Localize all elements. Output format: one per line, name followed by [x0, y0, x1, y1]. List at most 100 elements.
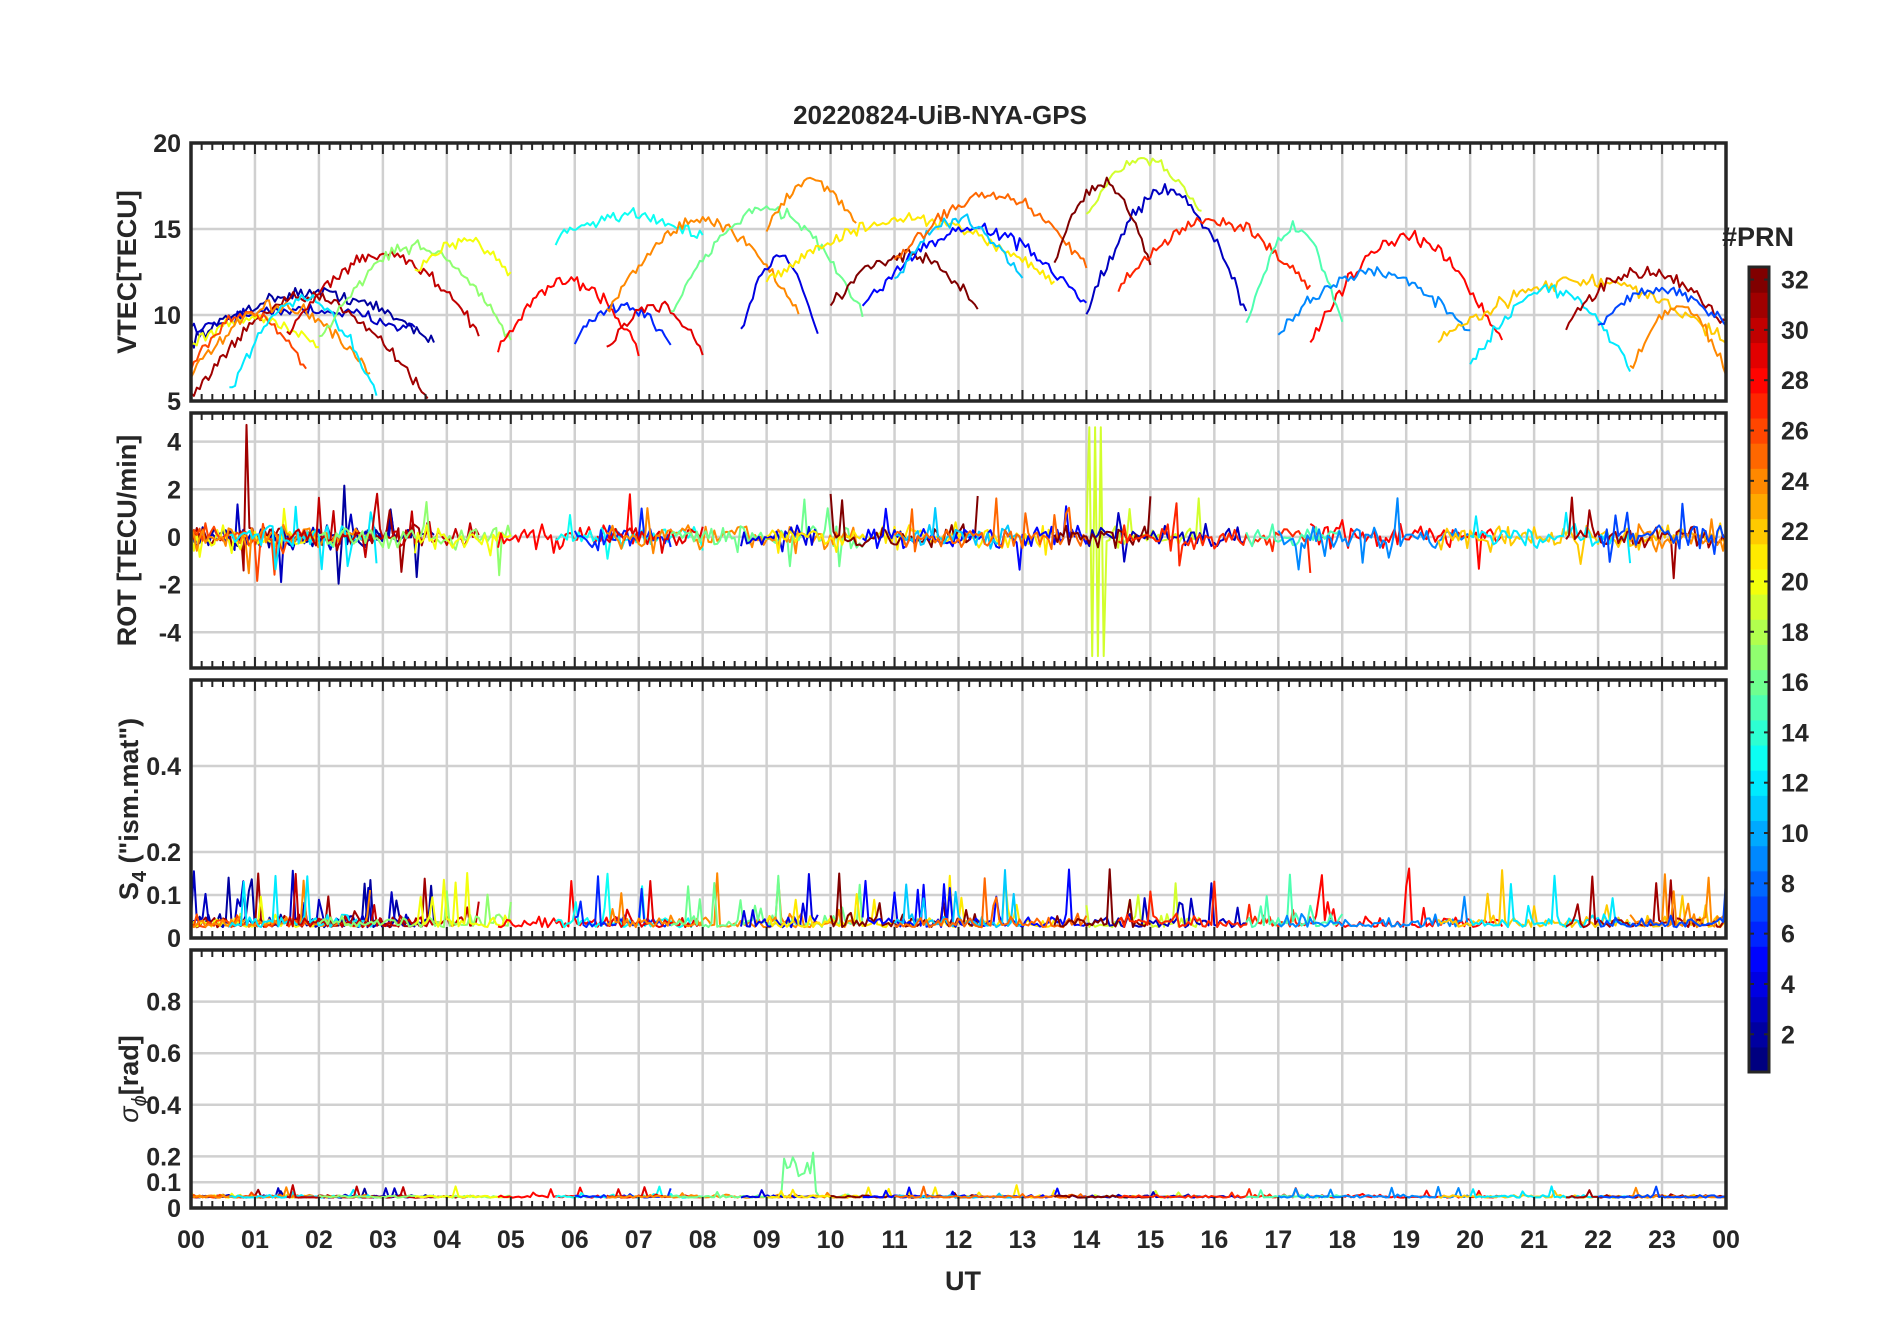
- y-axis-label: ROT [TECU/min]: [112, 435, 142, 646]
- x-tick-label: 14: [1073, 1226, 1101, 1254]
- colorbar-segment: [1749, 443, 1769, 469]
- x-tick-label: 19: [1392, 1226, 1420, 1254]
- series-line-prn-17: [318, 239, 512, 341]
- x-tick-label: 00: [177, 1226, 205, 1254]
- series-line-prn-25: [894, 877, 1088, 929]
- y-label-main: S: [114, 882, 144, 900]
- series-line-prn-19: [1085, 157, 1202, 215]
- series-line-prn-19: [1085, 882, 1203, 929]
- colorbar-segment: [1749, 594, 1769, 620]
- colorbar-tick-label: 14: [1781, 719, 1809, 747]
- series-line-prn-22: [1437, 869, 1726, 929]
- colorbar-segment: [1749, 669, 1769, 696]
- colorbar-segment: [1749, 770, 1769, 796]
- y-tick-label: 0.4: [146, 753, 181, 781]
- x-tick-label: 05: [497, 1226, 525, 1254]
- x-tick-label: 00: [1712, 1226, 1740, 1254]
- x-tick-label: 22: [1584, 1226, 1612, 1254]
- series-line-prn-16: [670, 498, 864, 568]
- minor-ticks: [190, 950, 1727, 1208]
- colorbar-segment: [1749, 1046, 1769, 1073]
- series-line-prn-20: [414, 872, 512, 928]
- x-tick-label: 15: [1136, 1226, 1164, 1254]
- colorbar-segment: [1749, 317, 1769, 344]
- series-line-prn-12: [1469, 511, 1632, 564]
- series-line-prn-15: [1245, 873, 1344, 929]
- colorbar-segment: [1749, 845, 1769, 872]
- colorbar-label: #PRN: [1722, 222, 1794, 252]
- series-line-prn-24: [765, 176, 857, 232]
- y-tick-label: 4: [167, 429, 181, 457]
- colorbar-tick-label: 32: [1781, 267, 1809, 295]
- colorbar-tick-label: 12: [1781, 770, 1809, 798]
- y-tick-label: 0.2: [146, 839, 181, 867]
- x-tick-labels: 00 01 02 03 04 05 06 07 08 09 10 11 12 13 14 15 16 17 18 19…: [177, 1226, 1740, 1254]
- series-line-prn-28: [1309, 229, 1504, 344]
- x-tick-label: 12: [945, 1226, 973, 1254]
- panel-rot: -4 -2 0 2 4 ROT [TECU/min]: [112, 411, 1728, 670]
- colorbar-segment: [1749, 543, 1769, 570]
- colorbar-segment: [1749, 493, 1769, 520]
- colorbar-tick-label: 20: [1781, 568, 1809, 596]
- y-tick-label: -2: [159, 572, 181, 600]
- series-line-prn-22: [1437, 273, 1726, 344]
- colorbar-frame: [1747, 265, 1771, 1074]
- series-line-prn-16: [670, 205, 864, 318]
- colorbar-segment: [1749, 468, 1769, 495]
- series-line-prn-9: [1277, 895, 1471, 928]
- series-line-prn-12: [1469, 874, 1631, 929]
- colorbar-segment: [1749, 694, 1769, 721]
- colorbar-segment: [1749, 795, 1769, 822]
- colorbar-segment: [1749, 921, 1769, 947]
- minor-ticks: [190, 143, 1727, 401]
- colorbar-segment: [1749, 719, 1769, 746]
- series-line-prn-7: [1597, 880, 1726, 929]
- series-line-prn-11: [894, 507, 1024, 550]
- x-tick-label: 03: [369, 1226, 397, 1254]
- x-tick-label: 02: [305, 1226, 333, 1254]
- series-line-prn-32: [1053, 868, 1152, 928]
- x-tick-label: 09: [753, 1226, 781, 1254]
- series-lines: [191, 423, 1726, 658]
- colorbar-segment: [1749, 619, 1769, 645]
- series-line-prn-24: [605, 216, 800, 315]
- series-line-prn-32: [829, 248, 979, 310]
- series-line-prn-7: [1597, 286, 1726, 327]
- series-line-prn-12: [229, 293, 378, 396]
- colorbar-tick-label: 18: [1781, 619, 1809, 647]
- x-tick-label: 06: [561, 1226, 589, 1254]
- chart-title: 20220824-UiB-NYA-GPS: [793, 100, 1087, 130]
- grid: [191, 950, 1726, 1208]
- colorbar-segment: [1749, 518, 1769, 545]
- series-line-prn-12: [229, 505, 378, 571]
- colorbar-segment: [1749, 392, 1769, 419]
- x-tick-label: 21: [1520, 1226, 1548, 1254]
- series-line-prn-29: [605, 526, 704, 554]
- series-line-prn-27: [1117, 217, 1312, 293]
- colorbar-tick-label: 2: [1781, 1021, 1795, 1049]
- y-tick-label: 2: [167, 476, 181, 504]
- y-label-sub: 4: [129, 870, 151, 882]
- y-label-rest: [rad]: [114, 1035, 144, 1095]
- colorbar-tick-label: 10: [1781, 820, 1809, 848]
- series-line-prn-12: [1469, 283, 1631, 372]
- colorbar-tick-label: 8: [1781, 870, 1795, 898]
- colorbar-segment: [1749, 644, 1769, 671]
- y-tick-label: 0: [167, 925, 181, 953]
- x-tick-label: 20: [1456, 1226, 1484, 1254]
- series-line-prn-26: [191, 522, 308, 582]
- series-line-prn-11: [894, 213, 1024, 280]
- colorbar-segment: [1749, 895, 1769, 922]
- series-line-prn-20: [414, 1185, 511, 1199]
- y-tick-label: 15: [153, 216, 181, 244]
- series-line-prn-28: [497, 276, 640, 357]
- series-line-prn-7: [1597, 502, 1726, 563]
- colorbar-segment: [1749, 971, 1769, 998]
- y-tick-label: 0: [167, 524, 181, 552]
- series-line-prn-30: [286, 492, 480, 559]
- y-axis-label: S4 ("ism.mat"): [114, 718, 151, 900]
- y-tick-label: 20: [153, 130, 181, 158]
- series-line-prn-6: [573, 302, 672, 346]
